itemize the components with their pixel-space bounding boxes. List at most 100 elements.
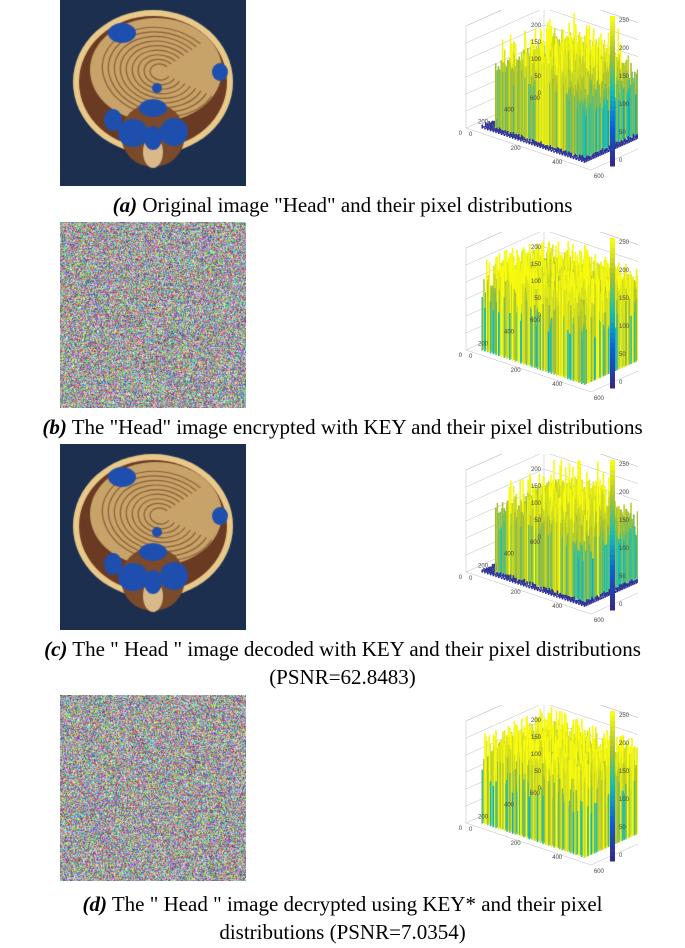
z-tick-label: 150 (531, 40, 542, 46)
y-tick-label: 400 (504, 552, 515, 558)
z-tick-label: 100 (531, 501, 542, 507)
colorbar-segment (610, 323, 615, 329)
colorbar-segment (610, 520, 615, 526)
plot-surface (481, 12, 650, 163)
colorbar-segment (610, 525, 615, 531)
colorbar-segment (610, 243, 615, 249)
colorbar-segment (610, 600, 615, 606)
colorbar-segment (610, 308, 615, 314)
colorbar-segment (610, 485, 615, 491)
colorbar-segment (610, 131, 615, 137)
colorbar-tick-label: 0 (619, 158, 623, 164)
colorbar-segment (610, 278, 615, 284)
y-tick-label: 0 (459, 575, 463, 581)
z-tick-label: 250 (531, 232, 542, 234)
z-tick-label: 50 (534, 518, 541, 524)
colorbar-segment (610, 111, 615, 117)
z-tick-label: 150 (531, 484, 542, 490)
z-tick-label: 50 (534, 296, 541, 302)
colorbar-segment (610, 368, 615, 374)
colorbar-segment (610, 353, 615, 359)
colorbar (610, 238, 615, 389)
y-tick-label: 0 (459, 131, 463, 137)
colorbar-segment (610, 595, 615, 601)
colorbar-segment (610, 465, 615, 471)
caption-c-line2: (PSNR=62.8483) (269, 665, 416, 689)
colorbar-segment (610, 61, 615, 67)
colorbar-segment (610, 248, 615, 254)
colorbar-tick-label: 100 (619, 102, 630, 108)
colorbar-segment (610, 106, 615, 112)
colorbar-segment (610, 161, 615, 167)
colorbar-segment (610, 470, 615, 476)
colorbar-segment (610, 66, 615, 72)
x-tick-label: 600 (594, 174, 605, 180)
colorbar-segment (610, 21, 615, 27)
colorbar-segment (610, 383, 615, 389)
colorbar-segment (610, 303, 615, 309)
z-tick-label: 0 (538, 535, 542, 541)
colorbar-segment (610, 550, 615, 556)
colorbar-tick-label: 200 (619, 490, 630, 496)
colorbar (610, 16, 615, 167)
colorbar-segment (610, 545, 615, 551)
caption-a: (a) Original image "Head" and their pixe… (0, 192, 685, 218)
colorbar-segment (610, 560, 615, 566)
colorbar-segment (610, 151, 615, 157)
y-tick-label: 200 (478, 341, 489, 347)
colorbar (610, 460, 615, 611)
decoded-histogram-plot: 3002502001501005006004002000020040060025… (438, 433, 670, 624)
colorbar-segment (610, 126, 615, 132)
caption-a-text: Original image "Head" and their pixel di… (137, 193, 573, 217)
z-tick-label: 50 (534, 74, 541, 80)
colorbar-segment (610, 585, 615, 591)
colorbar-tick-label: 0 (619, 380, 623, 386)
original-head-image (60, 0, 246, 186)
colorbar-segment (610, 535, 615, 541)
colorbar-segment (610, 343, 615, 349)
y-tick-label: 200 (478, 119, 489, 125)
caption-b-text: The "Head" image encrypted with KEY and … (66, 415, 643, 439)
colorbar-segment (610, 338, 615, 344)
colorbar-segment (610, 540, 615, 546)
colorbar-segment (610, 141, 615, 147)
z-tick-label: 150 (531, 262, 542, 268)
colorbar-segment (610, 500, 615, 506)
colorbar-segment (610, 318, 615, 324)
colorbar-segment (610, 121, 615, 127)
z-tick-label: 200 (531, 23, 542, 29)
colorbar-segment (610, 590, 615, 596)
colorbar-segment (610, 76, 615, 82)
colorbar-tick-label: 250 (619, 18, 630, 24)
colorbar-tick-label: 150 (619, 296, 630, 302)
z-tick-label: 100 (531, 57, 542, 63)
y-tick-label: 0 (459, 353, 463, 359)
z-tick-label: 200 (531, 245, 542, 251)
colorbar-segment (610, 263, 615, 269)
colorbar-segment (610, 293, 615, 299)
colorbar-segment (610, 268, 615, 274)
z-tick-label: 250 (531, 454, 542, 456)
colorbar-segment (610, 490, 615, 496)
x-tick-label: 0 (469, 576, 473, 582)
colorbar-segment (610, 288, 615, 294)
colorbar-segment (610, 510, 615, 516)
colorbar-tick-label: 0 (619, 602, 623, 608)
colorbar-segment (610, 575, 615, 581)
colorbar-segment (610, 258, 615, 264)
colorbar-segment (610, 313, 615, 319)
colorbar-segment (610, 570, 615, 576)
colorbar-segment (610, 328, 615, 334)
colorbar-segment (610, 91, 615, 97)
colorbar-segment (610, 460, 615, 466)
colorbar-segment (610, 16, 615, 22)
colorbar-tick-label: 100 (619, 324, 630, 330)
wrong-key-histogram-plot: 3002502001501005006004002000020040060025… (438, 684, 670, 875)
colorbar-segment (610, 36, 615, 42)
y-tick-label: 400 (504, 330, 515, 336)
caption-c: (c) The " Head " image decoded with KEY … (0, 636, 685, 662)
x-tick-label: 200 (511, 368, 522, 374)
colorbar-tick-label: 100 (619, 546, 630, 552)
colorbar-segment (610, 555, 615, 561)
colorbar-segment (610, 378, 615, 384)
